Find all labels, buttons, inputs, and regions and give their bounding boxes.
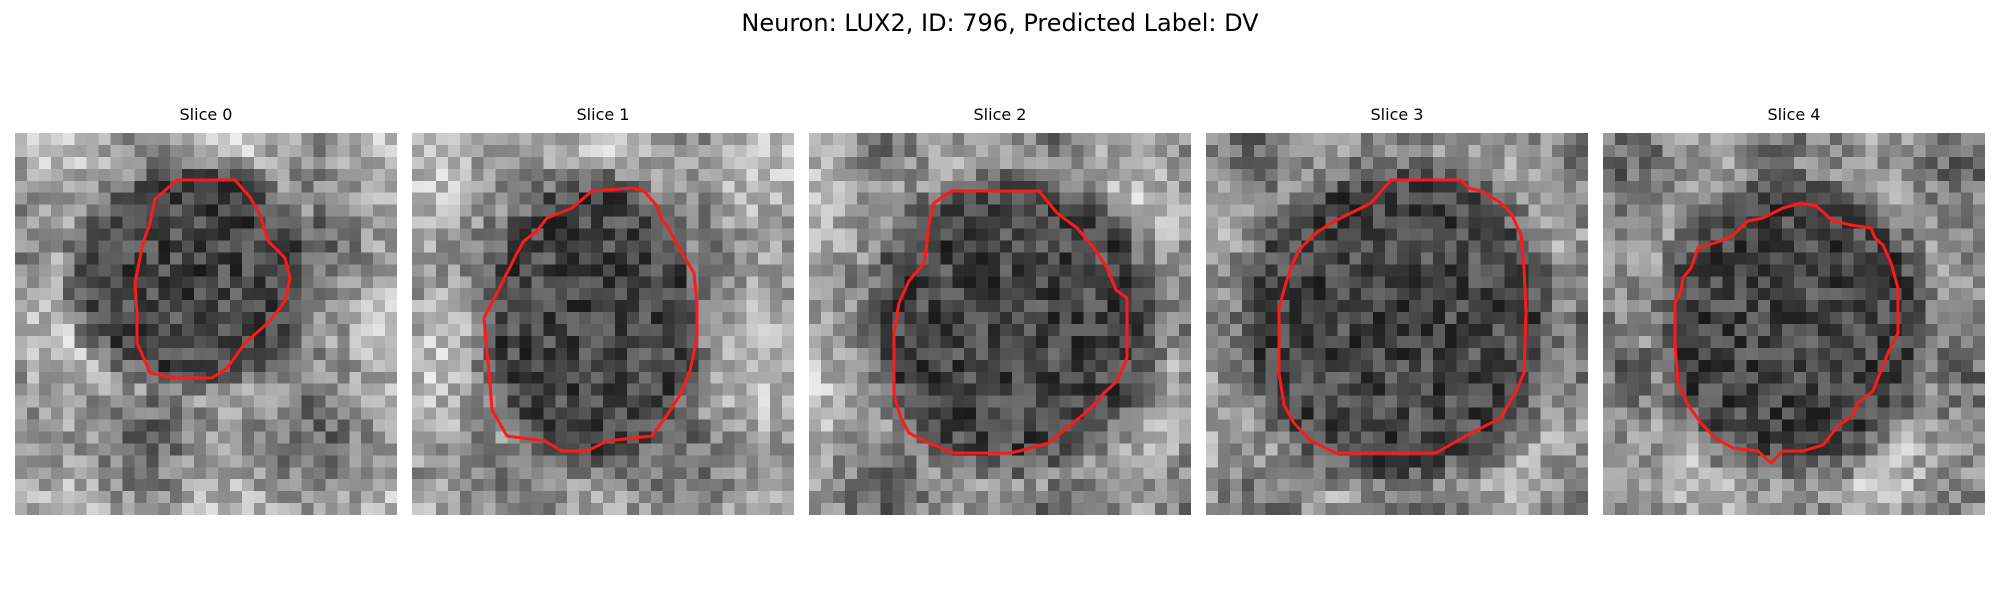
- slice-title-1: Slice 1: [412, 105, 794, 125]
- figure-title: Neuron: LUX2, ID: 796, Predicted Label: …: [0, 8, 2000, 38]
- slice-title-3: Slice 3: [1206, 105, 1588, 125]
- roi-contour-3: [1206, 133, 1588, 515]
- slice-panel-0: Slice 0: [15, 105, 397, 133]
- slice-title-4: Slice 4: [1603, 105, 1985, 125]
- slice-panel-2: Slice 2: [809, 105, 1191, 133]
- roi-contour-1: [412, 133, 794, 515]
- roi-contour-4: [1603, 133, 1985, 515]
- slice-title-0: Slice 0: [15, 105, 397, 125]
- slice-panel-1: Slice 1: [412, 105, 794, 133]
- roi-contour-0: [15, 133, 397, 515]
- slice-panel-3: Slice 3: [1206, 105, 1588, 133]
- roi-contour-2: [809, 133, 1191, 515]
- slice-panel-4: Slice 4: [1603, 105, 1985, 133]
- slice-title-2: Slice 2: [809, 105, 1191, 125]
